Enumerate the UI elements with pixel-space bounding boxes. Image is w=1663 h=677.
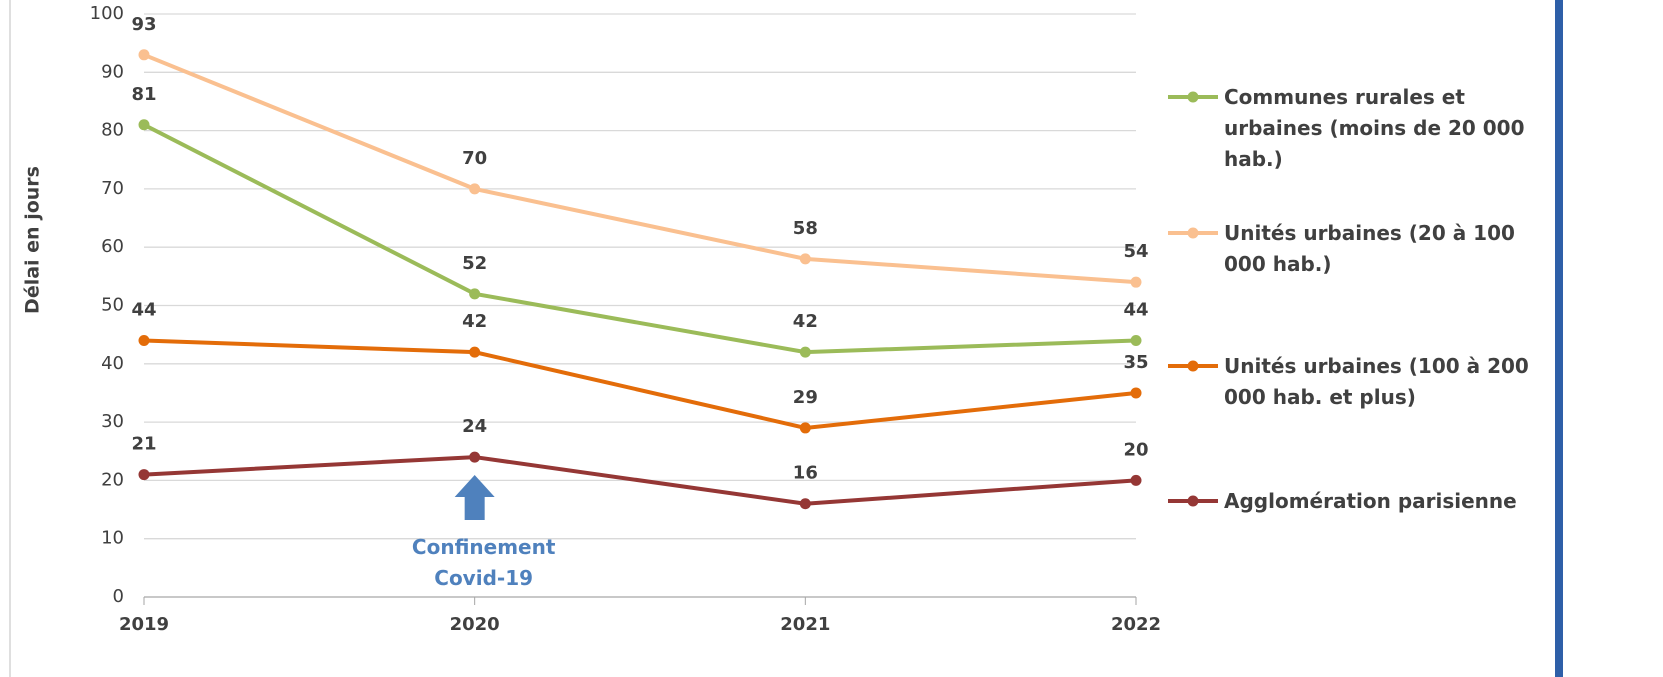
x-tick-label: 2022 (1111, 614, 1161, 635)
x-tick-label: 2019 (119, 614, 169, 635)
data-label: 16 (793, 463, 818, 484)
y-tick-label: 90 (101, 61, 124, 82)
y-tick-label: 50 (101, 295, 124, 316)
window-edge (1555, 0, 1563, 677)
data-point (138, 49, 150, 61)
legend-marker (1187, 91, 1199, 103)
data-point (1130, 387, 1142, 399)
y-tick-label: 70 (101, 178, 124, 199)
y-tick-label: 30 (101, 411, 124, 432)
data-label: 58 (793, 218, 818, 239)
annotation-text: Confinement Covid-19 (411, 535, 556, 590)
data-label: 24 (462, 416, 487, 437)
data-label: 44 (1123, 299, 1148, 320)
legend-entry: Unités urbaines (100 à 200 000 hab. et p… (1224, 354, 1529, 409)
series-line (143, 338, 1137, 430)
data-label: 35 (1123, 352, 1148, 373)
data-point (1130, 334, 1142, 346)
y-tick-label: 100 (90, 3, 124, 24)
x-tick-label: 2020 (450, 614, 500, 635)
data-point (799, 422, 811, 434)
legend-entry: Agglomération parisienne (1224, 489, 1517, 513)
y-tick-label: 0 (113, 586, 124, 607)
data-label: 81 (131, 84, 156, 105)
data-point (469, 346, 481, 358)
data-point (469, 183, 481, 195)
data-label: 42 (793, 311, 818, 332)
data-label: 29 (793, 387, 818, 408)
series-line (143, 122, 1137, 355)
y-tick-label: 10 (101, 528, 124, 549)
data-label: 70 (462, 148, 487, 169)
y-tick-label: 20 (101, 469, 124, 490)
legend-marker (1187, 227, 1199, 239)
y-tick-label: 40 (101, 353, 124, 374)
series-line (143, 455, 1137, 506)
data-point (138, 119, 150, 131)
data-point (138, 334, 150, 346)
legend-entry: Communes rurales et urbaines (moins de 2… (1224, 85, 1525, 171)
data-point (1130, 276, 1142, 288)
legend-marker (1187, 360, 1199, 372)
data-label: 54 (1123, 241, 1148, 262)
data-point (1130, 474, 1142, 486)
data-point (469, 288, 481, 300)
legend-marker (1187, 495, 1199, 507)
data-label: 21 (131, 434, 156, 455)
data-label: 42 (462, 311, 487, 332)
data-point (469, 451, 481, 463)
data-label: 52 (462, 253, 487, 274)
data-point (138, 469, 150, 481)
data-point (799, 498, 811, 510)
data-label: 44 (131, 299, 156, 320)
series-line (143, 52, 1137, 285)
x-tick-label: 2021 (780, 614, 830, 635)
y-axis-label: Délai en jours (22, 166, 44, 314)
y-tick-label: 80 (101, 120, 124, 141)
data-point (799, 346, 811, 358)
y-tick-label: 60 (101, 236, 124, 257)
data-label: 20 (1123, 439, 1148, 460)
data-label: 93 (131, 14, 156, 35)
data-point (799, 253, 811, 265)
annotation-arrow (454, 475, 495, 520)
legend-entry: Unités urbaines (20 à 100 000 hab.) (1224, 221, 1515, 276)
